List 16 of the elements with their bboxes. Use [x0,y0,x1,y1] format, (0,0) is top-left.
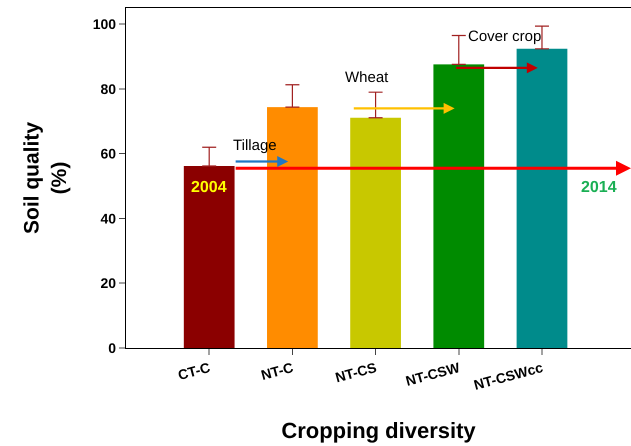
annotation: Cover crop [468,28,542,45]
x-tick-label: CT-C [176,359,212,384]
annotation: 2004 [191,179,227,196]
x-tick-label: NT-CSW [404,358,462,389]
y-tick-label: 80 [100,80,116,97]
y-tick-label: 60 [100,146,116,162]
y-tick-label: 40 [100,210,116,226]
x-axis-title: Cropping diversity [281,418,476,443]
x-tick-label: NT-C [259,359,295,384]
y-tick-label: 0 [108,340,116,356]
x-tick-label: NT-CS [333,359,378,386]
y-axis-title: Soil quality (%) [20,122,71,234]
y-tick-label: 100 [92,16,116,32]
y-tick-label: 20 [100,275,116,292]
annotation: 2014 [581,179,617,196]
annotation: Wheat [345,69,390,86]
